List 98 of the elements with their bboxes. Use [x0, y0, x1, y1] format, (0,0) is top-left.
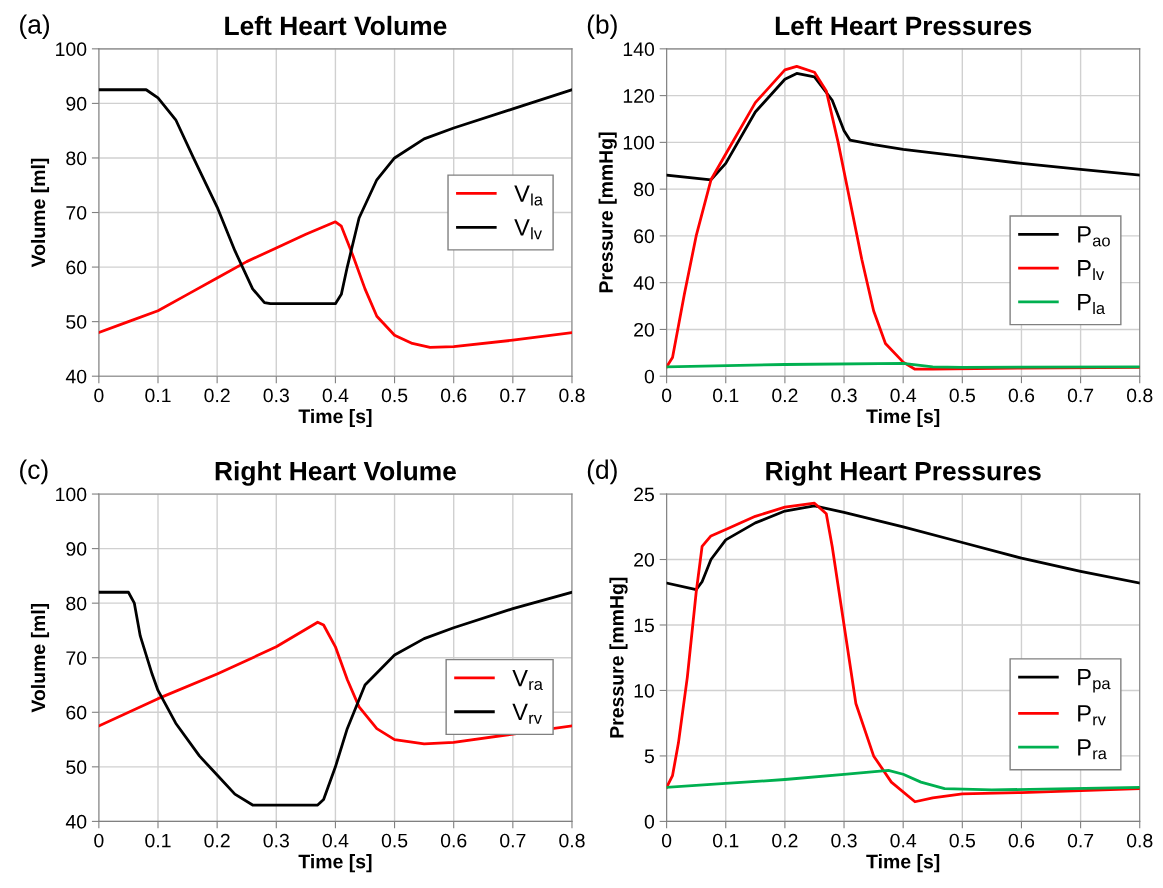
- x-axis-title: Time [s]: [866, 408, 940, 428]
- y-tick-label: 25: [634, 487, 654, 502]
- text: (a): [20, 14, 50, 40]
- y-tick-label: 15: [634, 618, 654, 633]
- x-tick-label: 0: [661, 388, 672, 403]
- legend-label: V$_{la}$: [514, 185, 543, 206]
- x-axis-title: Time [s]: [298, 854, 372, 873]
- y-tick-label: 20: [634, 322, 655, 337]
- x-tick-label: 0.7: [500, 833, 526, 848]
- x-tick-label: 0.2: [772, 388, 798, 403]
- x-tick-label: 0: [94, 833, 104, 848]
- x-tick-label: 0.7: [1067, 833, 1094, 848]
- x-tick-label: 0.1: [145, 833, 171, 848]
- y-tick-label: 50: [66, 760, 87, 775]
- y-tick-label: 60: [66, 705, 87, 720]
- legend-label: V$_{lv}$: [514, 219, 542, 240]
- x-tick-label: 0.6: [1008, 388, 1035, 403]
- y-tick-label: 80: [66, 151, 87, 166]
- x-tick-label: 0: [661, 833, 672, 848]
- y-tick-label: 90: [66, 96, 87, 111]
- x-tick-label: 0.2: [772, 833, 798, 848]
- x-tick-label: 0.1: [145, 388, 171, 403]
- x-tick-label: 0.8: [1126, 388, 1153, 403]
- legend-label: P$_{rv}$: [1078, 705, 1106, 726]
- legend-label: P$_{lv}$: [1078, 260, 1105, 281]
- x-tick-label: 0.2: [204, 833, 230, 848]
- text: (d): [587, 459, 617, 485]
- y-tick-label: 0: [644, 814, 655, 829]
- y-tick-label: 70: [66, 205, 87, 220]
- line-series: [98, 620, 572, 746]
- chart-title: Right Heart Volume: [215, 461, 456, 486]
- line-series: [666, 504, 1140, 592]
- y-tick-label: 5: [644, 749, 654, 764]
- x-tick-label: 0.4: [890, 833, 917, 848]
- y-tick-label: 120: [623, 89, 655, 103]
- line-series: [666, 768, 1140, 792]
- legend-label: P$_{ao}$: [1078, 226, 1110, 247]
- x-tick-label: 0.3: [263, 833, 289, 848]
- line-series: [666, 501, 1140, 804]
- y-tick-label: 0: [644, 369, 655, 384]
- x-tick-label: 0.1: [713, 388, 739, 403]
- y-tick-label: 70: [66, 651, 87, 665]
- x-tick-label: 0.8: [559, 833, 585, 848]
- chart-title: Left Heart Pressures: [775, 15, 1032, 36]
- x-tick-label: 0.5: [381, 388, 408, 403]
- y-tick-label: 80: [634, 182, 655, 197]
- text: (c): [20, 459, 48, 485]
- x-tick-label: 0.8: [559, 388, 585, 403]
- legend-label: P$_{pa}$: [1078, 669, 1111, 693]
- y-axis-title: Pressure [mmHg]: [598, 132, 617, 293]
- y-tick-label: 140: [623, 42, 655, 57]
- x-tick-label: 0.3: [263, 388, 289, 403]
- x-tick-label: 0.2: [204, 388, 230, 403]
- y-tick-label: 40: [65, 814, 87, 829]
- y-tick-label: 90: [66, 542, 87, 556]
- y-tick-label: 100: [623, 135, 655, 150]
- y-axis-title: Volume [ml]: [30, 603, 50, 713]
- x-tick-label: 0.3: [831, 388, 857, 403]
- x-tick-label: 0.6: [440, 388, 467, 403]
- legend-label: V$_{ra}$: [512, 669, 543, 691]
- line-series: [666, 72, 1140, 182]
- y-tick-label: 80: [66, 596, 87, 611]
- legend-label: V$_{rv}$: [512, 703, 542, 724]
- x-tick-label: 0.7: [1067, 388, 1094, 403]
- x-tick-label: 0.1: [713, 833, 739, 848]
- line-series: [98, 590, 572, 807]
- x-tick-label: 0: [94, 388, 104, 403]
- y-axis-title: Pressure [mmHg]: [609, 577, 628, 738]
- x-tick-label: 0.5: [949, 388, 976, 403]
- y-tick-label: 50: [66, 315, 87, 329]
- x-tick-label: 0.3: [831, 833, 857, 848]
- x-axis-title: Time [s]: [298, 408, 372, 428]
- y-tick-label: 20: [634, 552, 655, 567]
- x-tick-label: 0.4: [322, 388, 349, 403]
- y-tick-label: 40: [65, 369, 87, 384]
- legend-label: P$_{ra}$: [1078, 739, 1107, 760]
- y-tick-label: 100: [56, 42, 87, 57]
- x-tick-label: 0.4: [890, 388, 917, 403]
- chart-title: Right Heart Pressures: [766, 461, 1041, 486]
- y-tick-label: 60: [66, 260, 87, 275]
- y-tick-label: 100: [56, 487, 87, 502]
- chart-title: Left Heart Volume: [225, 15, 447, 36]
- x-tick-label: 0.5: [381, 833, 408, 848]
- x-tick-label: 0.7: [500, 388, 526, 403]
- y-tick-label: 40: [633, 276, 655, 290]
- y-tick-label: 60: [634, 229, 655, 244]
- x-tick-label: 0.4: [322, 833, 349, 848]
- x-tick-label: 0.8: [1126, 833, 1153, 848]
- line-series: [98, 220, 572, 349]
- y-tick-label: 10: [634, 683, 655, 698]
- x-tick-label: 0.6: [440, 833, 467, 848]
- legend-label: P$_{la}$: [1078, 293, 1106, 315]
- text: (b): [587, 14, 617, 40]
- x-tick-label: 0.5: [949, 833, 976, 848]
- x-tick-label: 0.6: [1008, 833, 1035, 848]
- line-series: [98, 88, 572, 306]
- y-axis-title: Volume [ml]: [30, 158, 50, 268]
- x-axis-title: Time [s]: [866, 854, 940, 873]
